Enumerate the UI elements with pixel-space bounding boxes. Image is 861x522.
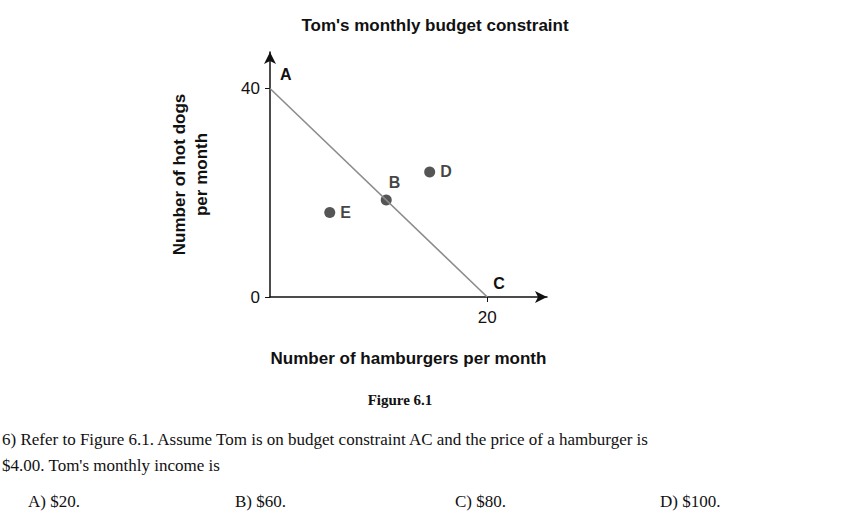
svg-text:40: 40 [241, 79, 260, 98]
svg-text:per month: per month [192, 133, 211, 216]
html-text:6) Refer to Figure 6.1. Assume: 6) Refer to Figure 6.1. Assume Tom is on… [2, 430, 648, 449]
svg-text:Tom's monthly budget constrain: Tom's monthly budget constraint [301, 16, 569, 35]
svg-text:A: A [280, 66, 292, 83]
html-text:A) $20.: A) $20. [28, 492, 80, 511]
svg-text:C: C [493, 275, 505, 292]
html-text:B) $60.: B) $60. [235, 492, 286, 511]
svg-text:D: D [440, 163, 452, 180]
svg-text:20: 20 [478, 308, 497, 327]
svg-text:B: B [389, 174, 401, 191]
html-text:Figure 6.1: Figure 6.1 [367, 392, 433, 408]
svg-text:0: 0 [251, 288, 260, 307]
svg-text:E: E [340, 204, 351, 221]
html-text:C) $80.: C) $80. [455, 492, 506, 511]
html-text:D) $100.: D) $100. [660, 492, 721, 511]
svg-text:Number of hot dogs: Number of hot dogs [170, 94, 189, 255]
svg-text:Number of hamburgers per month: Number of hamburgers per month [271, 349, 547, 368]
html-text:$4.00. Tom's monthly income is: $4.00. Tom's monthly income is [2, 456, 220, 475]
